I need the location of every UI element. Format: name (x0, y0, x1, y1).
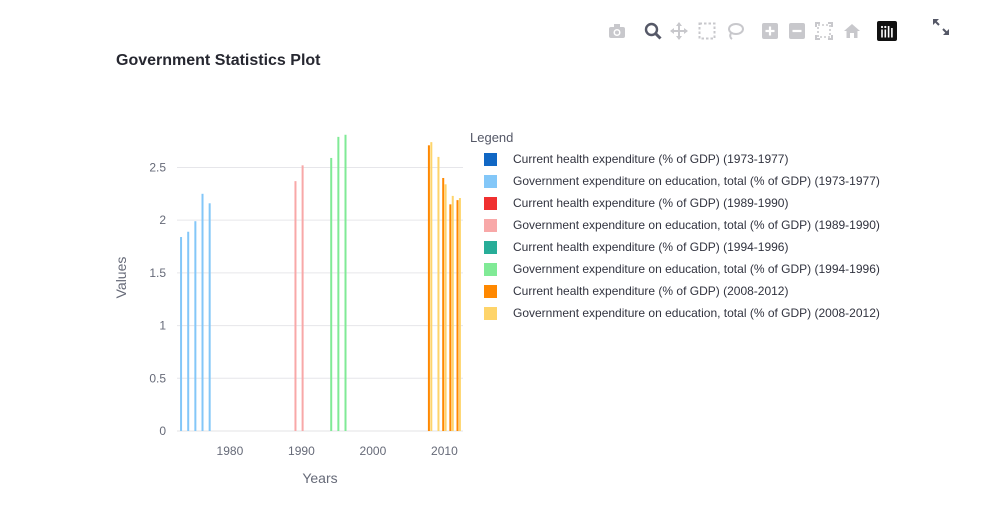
legend-swatch (484, 218, 497, 232)
legend-item[interactable]: Current health expenditure (% of GDP) (1… (484, 237, 788, 257)
bar (427, 145, 430, 431)
legend-label: Government expenditure on education, tot… (513, 218, 880, 232)
legend-label: Current health expenditure (% of GDP) (1… (513, 152, 789, 166)
bar (187, 231, 190, 431)
y-tick-label: 1 (159, 319, 166, 333)
zoom-icon[interactable] (642, 20, 664, 42)
bar (201, 193, 204, 431)
legend-item[interactable]: Government expenditure on education, tot… (484, 171, 880, 191)
box-select-icon[interactable] (696, 20, 718, 42)
bar (344, 134, 347, 431)
legend-label: Government expenditure on education, tot… (513, 174, 880, 188)
y-tick-label: 1.5 (149, 266, 166, 280)
pan-icon[interactable] (668, 20, 690, 42)
legend-swatch (484, 152, 497, 166)
bar (301, 165, 304, 431)
legend-swatch (484, 284, 497, 298)
lasso-select-icon[interactable] (724, 20, 746, 42)
bar (337, 136, 340, 431)
bar (451, 195, 454, 431)
bar (208, 203, 211, 431)
bar (442, 177, 445, 431)
bar (180, 237, 183, 431)
bar (430, 142, 433, 431)
bar (449, 204, 452, 431)
legend-item[interactable]: Government expenditure on education, tot… (484, 259, 880, 279)
legend-item[interactable]: Current health expenditure (% of GDP) (1… (484, 149, 788, 169)
bar (194, 221, 197, 431)
bar (437, 156, 440, 431)
bar (294, 181, 297, 431)
x-tick-label: 2010 (431, 444, 458, 458)
legend-item[interactable]: Current health expenditure (% of GDP) (2… (484, 281, 788, 301)
bar (456, 200, 459, 431)
legend-item[interactable]: Government expenditure on education, tot… (484, 215, 880, 235)
camera-icon[interactable] (606, 20, 628, 42)
legend-label: Current health expenditure (% of GDP) (2… (513, 284, 789, 298)
bar (458, 198, 461, 431)
x-tick-label: 1990 (288, 444, 315, 458)
y-tick-label: 2 (159, 213, 166, 227)
y-axis-title: Values (113, 257, 129, 299)
x-tick-label: 1980 (217, 444, 244, 458)
legend-label: Current health expenditure (% of GDP) (1… (513, 196, 789, 210)
legend-swatch (484, 174, 497, 188)
y-tick-label: 2.5 (149, 160, 166, 174)
zoom-in-icon[interactable] (759, 20, 781, 42)
legend-item[interactable]: Current health expenditure (% of GDP) (1… (484, 193, 788, 213)
legend-item[interactable]: Government expenditure on education, tot… (484, 303, 880, 323)
y-tick-label: 0 (159, 424, 166, 438)
autoscale-icon[interactable] (813, 20, 835, 42)
x-axis-title: Years (302, 470, 337, 486)
reset-axes-icon[interactable] (841, 20, 863, 42)
page-title: Government Statistics Plot (116, 52, 321, 69)
legend-label: Government expenditure on education, tot… (513, 306, 880, 320)
legend-swatch (484, 262, 497, 276)
bar (330, 157, 333, 431)
zoom-out-icon[interactable] (786, 20, 808, 42)
x-tick-label: 2000 (360, 444, 387, 458)
bar (444, 184, 447, 431)
legend-swatch (484, 196, 497, 210)
legend-title: Legend (470, 130, 514, 145)
fullscreen-icon[interactable] (930, 16, 952, 38)
y-tick-label: 0.5 (149, 371, 166, 385)
legend-swatch (484, 306, 497, 320)
legend-label: Current health expenditure (% of GDP) (1… (513, 240, 789, 254)
legend-label: Government expenditure on education, tot… (513, 262, 880, 276)
plotly-logo-icon[interactable] (876, 20, 898, 42)
legend-swatch (484, 240, 497, 254)
